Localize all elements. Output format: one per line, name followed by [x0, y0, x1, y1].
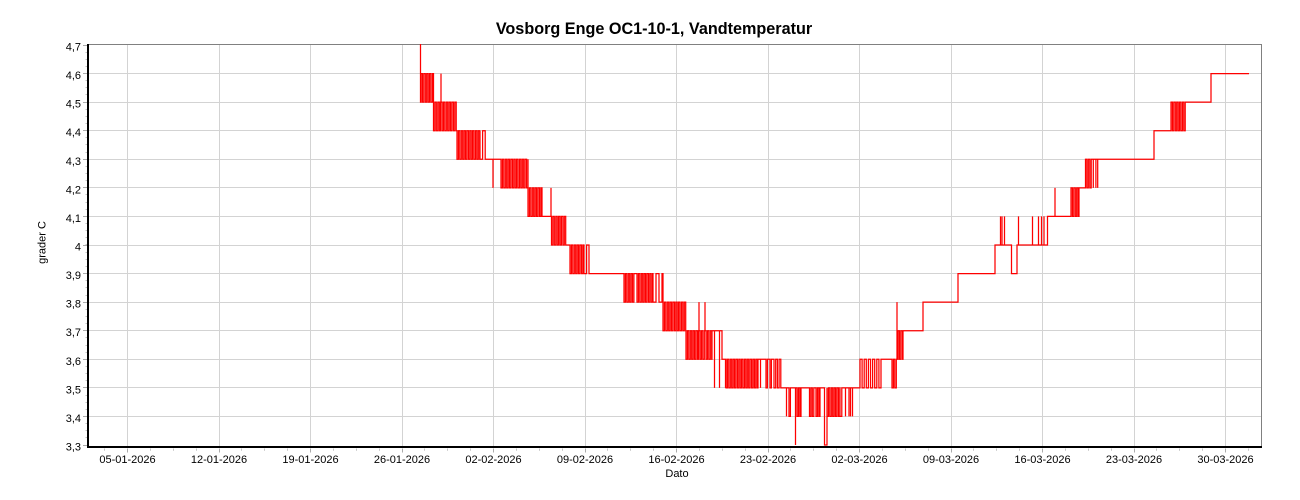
svg-text:4,7: 4,7: [66, 42, 81, 54]
svg-text:09-03-2026: 09-03-2026: [923, 454, 979, 466]
svg-text:Vosborg Enge OC1-10-1, Vandtem: Vosborg Enge OC1-10-1, Vandtemperatur: [496, 20, 813, 38]
svg-text:4,4: 4,4: [66, 127, 81, 139]
svg-text:23-02-2026: 23-02-2026: [740, 454, 796, 466]
svg-text:02-03-2026: 02-03-2026: [831, 454, 887, 466]
svg-text:26-01-2026: 26-01-2026: [374, 454, 430, 466]
svg-text:12-01-2026: 12-01-2026: [191, 454, 247, 466]
svg-text:Dato: Dato: [665, 468, 688, 480]
svg-text:3,3: 3,3: [66, 442, 81, 454]
svg-text:3,7: 3,7: [66, 327, 81, 339]
svg-text:16-02-2026: 16-02-2026: [648, 454, 704, 466]
svg-text:09-02-2026: 09-02-2026: [557, 454, 613, 466]
svg-text:4,2: 4,2: [66, 184, 81, 196]
svg-text:30-03-2026: 30-03-2026: [1197, 454, 1253, 466]
svg-text:16-03-2026: 16-03-2026: [1014, 454, 1070, 466]
svg-text:4,1: 4,1: [66, 213, 81, 225]
svg-text:23-03-2026: 23-03-2026: [1106, 454, 1162, 466]
svg-text:3,9: 3,9: [66, 270, 81, 282]
svg-text:02-02-2026: 02-02-2026: [465, 454, 521, 466]
svg-text:3,8: 3,8: [66, 299, 81, 311]
svg-text:4,5: 4,5: [66, 99, 81, 111]
svg-text:4,6: 4,6: [66, 70, 81, 82]
svg-text:3,5: 3,5: [66, 384, 81, 396]
svg-text:3,6: 3,6: [66, 356, 81, 368]
svg-text:05-01-2026: 05-01-2026: [99, 454, 155, 466]
svg-text:grader C: grader C: [37, 221, 49, 264]
svg-text:19-01-2026: 19-01-2026: [282, 454, 338, 466]
svg-text:3,4: 3,4: [66, 413, 81, 425]
svg-text:4: 4: [75, 242, 81, 254]
svg-text:4,3: 4,3: [66, 156, 81, 168]
